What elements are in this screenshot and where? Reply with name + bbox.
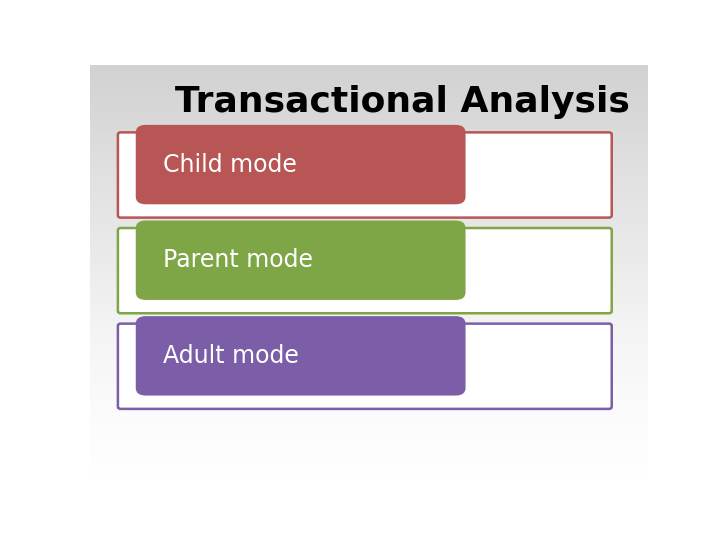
FancyBboxPatch shape [118,228,612,313]
FancyBboxPatch shape [136,220,466,300]
FancyBboxPatch shape [136,316,466,396]
Text: Child mode: Child mode [163,153,297,177]
Text: Adult mode: Adult mode [163,344,298,368]
FancyBboxPatch shape [118,323,612,409]
Text: Parent mode: Parent mode [163,248,312,272]
FancyBboxPatch shape [136,125,466,204]
Text: Transactional Analysis: Transactional Analysis [175,85,630,119]
FancyBboxPatch shape [118,132,612,218]
